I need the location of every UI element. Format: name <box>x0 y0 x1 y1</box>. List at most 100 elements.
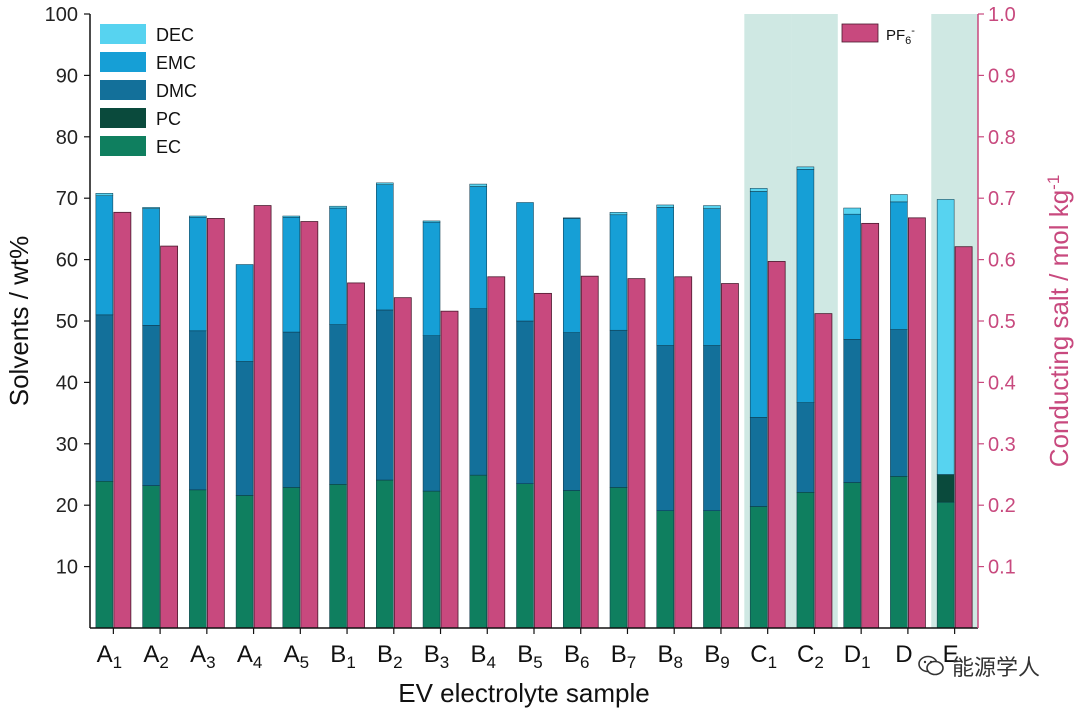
x-tick-label-8: B4 <box>471 641 496 672</box>
bar-pf6-12 <box>674 276 693 629</box>
bar-pf6-1 <box>160 245 179 629</box>
bar-pf6-15 <box>814 313 833 629</box>
bar-emc-0 <box>95 195 114 316</box>
y-left-tick-label-20: 20 <box>56 495 78 517</box>
bar-pf6-11 <box>627 278 646 629</box>
bar-emc-14 <box>749 191 768 418</box>
bar-ec-3 <box>235 495 254 629</box>
x-tick-label-2: A3 <box>190 641 215 672</box>
x-tick-label-5: B1 <box>330 641 355 672</box>
y-right-tick-label-0.4: 0.4 <box>988 372 1016 394</box>
x-tick-label-1: A2 <box>143 641 168 672</box>
wechat-icon <box>918 655 944 676</box>
bar-ec-7 <box>422 490 441 629</box>
bar-ec-0 <box>95 481 114 629</box>
legend-label-dmc: DMC <box>156 81 197 101</box>
bar-dmc-14 <box>749 417 768 507</box>
bar-pf6-7 <box>440 310 459 629</box>
bar-emc-11 <box>609 214 628 331</box>
bar-dec-6 <box>376 182 394 185</box>
bar-dec-14 <box>749 188 768 192</box>
bars <box>95 166 973 629</box>
bar-dmc-4 <box>282 331 301 488</box>
bar-dec-18 <box>936 199 955 475</box>
bar-pf6-18 <box>954 246 973 629</box>
legend-swatch-emc <box>100 52 146 72</box>
bar-ec-13 <box>703 510 721 629</box>
bar-emc-2 <box>189 216 207 332</box>
bar-dmc-2 <box>189 330 207 491</box>
bar-pf6-14 <box>767 261 786 629</box>
bar-emc-5 <box>329 207 347 325</box>
bar-ec-12 <box>656 510 674 629</box>
legend-swatch-ec <box>100 136 146 156</box>
legend-label-pf6: PF6- <box>886 25 915 47</box>
bar-dec-15 <box>796 166 815 170</box>
bar-pf6-10 <box>580 275 599 629</box>
bar-pf6-5 <box>347 282 365 629</box>
x-tick-label-11: B7 <box>611 641 636 672</box>
y-right-tick-label-0.3: 0.3 <box>988 434 1016 456</box>
legend-label-pc: PC <box>156 109 181 129</box>
bar-dmc-8 <box>469 308 488 476</box>
bar-dec-12 <box>656 204 674 208</box>
bar-ec-16 <box>843 482 861 629</box>
x-tick-label-3: A4 <box>237 641 262 672</box>
bar-ec-8 <box>469 474 488 629</box>
bar-pc-18 <box>936 474 955 503</box>
bar-pf6-4 <box>300 221 319 629</box>
bar-dmc-15 <box>796 402 815 493</box>
y-axis-left-title: Solvents / wt% <box>4 236 34 407</box>
bar-dmc-10 <box>562 332 581 491</box>
bar-dec-0 <box>95 193 114 196</box>
bar-dmc-17 <box>890 329 908 477</box>
x-tick-label-15: C2 <box>797 641 824 672</box>
bar-pf6-2 <box>206 218 225 629</box>
legend-swatch-dec <box>100 24 146 44</box>
x-tick-label-0: A1 <box>97 641 122 672</box>
x-tick-label-9: B5 <box>517 641 542 672</box>
x-tick-label-16: D1 <box>844 641 871 672</box>
bar-ec-11 <box>609 487 628 629</box>
bar-emc-13 <box>703 208 721 346</box>
y-right-tick-label-0.6: 0.6 <box>988 250 1016 272</box>
bar-ec-4 <box>282 487 301 629</box>
bar-pf6-16 <box>861 222 880 629</box>
y-left-tick-label-70: 70 <box>56 188 78 210</box>
x-tick-label-4: A5 <box>284 641 309 672</box>
bar-dec-1 <box>142 207 160 209</box>
bar-emc-12 <box>656 207 674 346</box>
y-left-tick-label-50: 50 <box>56 311 78 333</box>
legend-label-ec: EC <box>156 137 181 157</box>
bar-dmc-3 <box>235 361 254 496</box>
bar-pf6-8 <box>487 276 506 629</box>
bar-pf6-3 <box>253 205 272 629</box>
bar-ec-14 <box>749 506 768 629</box>
bar-pf6-17 <box>907 217 926 629</box>
x-tick-label-6: B2 <box>377 641 402 672</box>
x-tick-label-17: D <box>895 641 912 668</box>
y-right-tick-label-0.5: 0.5 <box>988 311 1016 333</box>
bar-ec-2 <box>189 489 207 629</box>
bar-pf6-0 <box>113 211 132 629</box>
bar-dec-2 <box>189 215 207 218</box>
bar-dec-13 <box>703 205 721 209</box>
legend-label-dec: DEC <box>156 25 194 45</box>
axes: 10 20 30 40 50 60 70 80 90 100 0.1 0.2 0.3 0.4 0.5 0.6 0… <box>4 4 1074 708</box>
bar-ec-9 <box>516 483 534 629</box>
x-tick-label-7: B3 <box>424 641 449 672</box>
y-right-tick-label-0.2: 0.2 <box>988 495 1016 517</box>
bar-pf6-13 <box>721 283 739 629</box>
y-left-tick-label-60: 60 <box>56 250 78 272</box>
bar-ec-1 <box>142 485 160 629</box>
bar-emc-16 <box>843 213 861 340</box>
y-left-tick-label-100: 100 <box>45 4 78 26</box>
y-right-tick-label-0.1: 0.1 <box>988 557 1016 579</box>
bar-emc-17 <box>890 201 908 330</box>
y-right-tick-label-1.0: 1.0 <box>988 4 1016 26</box>
bar-pf6-6 <box>393 297 412 629</box>
bar-dmc-12 <box>656 345 674 511</box>
y-right-tick-label-0.9: 0.9 <box>988 65 1016 87</box>
watermark-text: 能源学人 <box>951 656 1040 681</box>
